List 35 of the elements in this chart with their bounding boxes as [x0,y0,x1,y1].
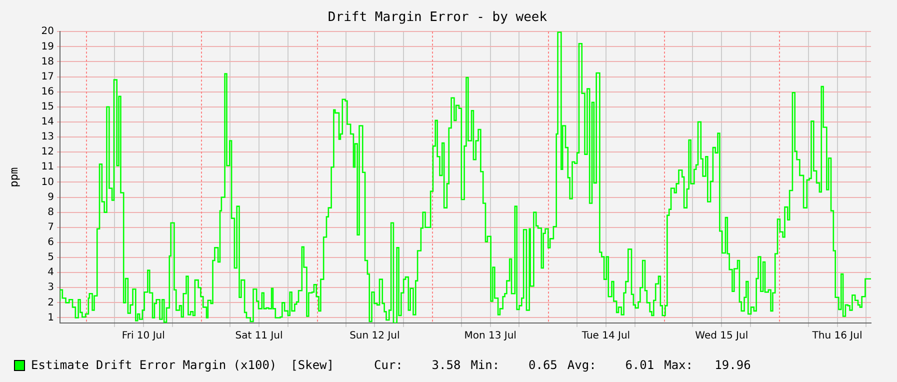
y-tick-label: 4 [48,267,54,278]
y-tick-label: 2 [48,297,54,308]
y-tick-label: 13 [41,132,54,143]
x-tick-label: Sat 11 Jul [235,330,283,342]
text: Cur: 3.58 [374,358,461,372]
y-axis-title: ppm [7,166,20,188]
x-tick-label: Sun 12 Jul [350,330,400,342]
y-tick-label: 1 [48,312,54,324]
y-tick-label: 20 [41,26,54,38]
y-tick-label: 19 [41,41,54,52]
chart-title: Drift Margin Error - by week [328,10,548,26]
text: Min: 0.65 [470,358,558,372]
x-tick-label: Thu 16 Jul [811,330,862,342]
y-tick-label: 14 [41,116,54,128]
y-tick-label: 3 [48,282,54,294]
legend-label: Estimate Drift Error Margin (x100) [31,358,277,372]
x-tick-label: Fri 10 Jul [122,330,165,342]
y-tick-label: 7 [48,222,54,233]
y-tick-label: 12 [41,146,54,158]
x-tick-label: Tue 14 Jul [580,330,630,342]
y-tick-label: 5 [48,252,54,264]
y-tick-label: 10 [41,176,54,188]
y-tick-label: 9 [48,192,54,203]
y-tick-label: 8 [48,206,54,218]
y-tick-label: 16 [41,86,54,98]
y-tick-label: 6 [48,237,54,248]
text: Max: 19.96 [664,358,751,372]
y-tick-label: 15 [41,101,54,112]
text: [Skew] [290,358,334,372]
y-tick-label: 17 [41,71,54,82]
y-tick-label: 11 [41,162,54,173]
y-tick-label: 18 [41,56,54,68]
x-tick-label: Mon 13 Jul [464,330,516,342]
x-tick-label: Wed 15 Jul [695,330,748,342]
text: Avg: 6.01 [567,358,654,372]
